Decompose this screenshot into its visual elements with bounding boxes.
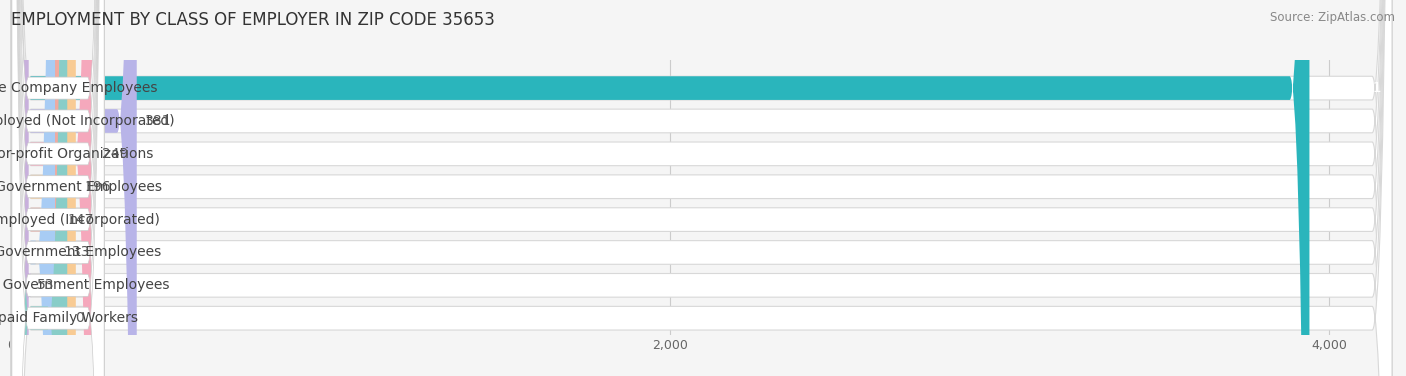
FancyBboxPatch shape — [11, 0, 59, 376]
FancyBboxPatch shape — [11, 0, 104, 376]
FancyBboxPatch shape — [11, 0, 104, 376]
FancyBboxPatch shape — [11, 0, 1392, 376]
FancyBboxPatch shape — [11, 0, 76, 376]
Text: Unpaid Family Workers: Unpaid Family Workers — [0, 311, 138, 325]
FancyBboxPatch shape — [11, 0, 104, 376]
Text: EMPLOYMENT BY CLASS OF EMPLOYER IN ZIP CODE 35653: EMPLOYMENT BY CLASS OF EMPLOYER IN ZIP C… — [11, 11, 495, 29]
FancyBboxPatch shape — [11, 0, 104, 376]
Text: Local Government Employees: Local Government Employees — [0, 246, 162, 259]
Text: Self-Employed (Not Incorporated): Self-Employed (Not Incorporated) — [0, 114, 174, 128]
FancyBboxPatch shape — [11, 0, 1392, 376]
FancyBboxPatch shape — [11, 0, 104, 376]
Text: 147: 147 — [67, 212, 94, 227]
FancyBboxPatch shape — [11, 0, 1392, 376]
Text: 196: 196 — [84, 180, 111, 194]
FancyBboxPatch shape — [11, 0, 1392, 376]
Text: Federal Government Employees: Federal Government Employees — [0, 278, 169, 292]
FancyBboxPatch shape — [11, 0, 104, 376]
FancyBboxPatch shape — [11, 0, 1392, 376]
Text: Private Company Employees: Private Company Employees — [0, 81, 157, 95]
FancyBboxPatch shape — [11, 0, 1392, 376]
FancyBboxPatch shape — [11, 0, 67, 376]
Text: State Government Employees: State Government Employees — [0, 180, 162, 194]
FancyBboxPatch shape — [11, 0, 93, 376]
Text: Source: ZipAtlas.com: Source: ZipAtlas.com — [1270, 11, 1395, 24]
Text: 381: 381 — [145, 114, 172, 128]
Text: 0: 0 — [76, 311, 84, 325]
FancyBboxPatch shape — [11, 0, 1392, 376]
FancyBboxPatch shape — [8, 0, 31, 376]
Text: 249: 249 — [101, 147, 128, 161]
FancyBboxPatch shape — [11, 0, 1392, 376]
FancyBboxPatch shape — [11, 0, 55, 376]
FancyBboxPatch shape — [11, 0, 104, 376]
Text: 133: 133 — [63, 246, 90, 259]
FancyBboxPatch shape — [11, 0, 1309, 376]
Text: 3,941: 3,941 — [1343, 81, 1382, 95]
Text: Self-Employed (Incorporated): Self-Employed (Incorporated) — [0, 212, 160, 227]
FancyBboxPatch shape — [11, 0, 136, 376]
FancyBboxPatch shape — [11, 0, 104, 376]
Text: Not-for-profit Organizations: Not-for-profit Organizations — [0, 147, 153, 161]
Text: 53: 53 — [37, 278, 55, 292]
